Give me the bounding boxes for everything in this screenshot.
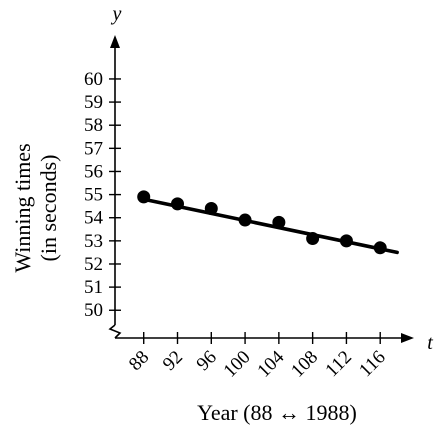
y-tick-label-54: 54 [84,208,104,229]
data-point-104 [272,215,286,229]
x-tick-label-108: 108 [287,347,322,382]
y-tick-label-56: 56 [84,161,103,182]
x-tick-label-92: 92 [159,347,187,375]
y-tick-label-55: 55 [84,185,103,206]
x-tick-label-96: 96 [193,347,221,375]
data-point-92 [171,197,185,211]
x-tick-label-104: 104 [253,346,288,381]
y-tick-label-60: 60 [84,69,103,90]
x-tick-label-116: 116 [355,347,390,382]
x-tick-label-112: 112 [321,347,356,382]
data-point-112 [339,234,353,248]
y-axis-variable: y [111,3,122,25]
x-axis-title: Year (88 ↔ 1988) [197,400,357,425]
y-tick-label-52: 52 [84,254,103,275]
y-axis-title-line-1: Winning times [10,143,35,272]
x-axis-arrowhead [401,333,414,343]
x-axis-variable: t [427,332,433,354]
data-point-96 [204,201,218,215]
x-tick-label-100: 100 [220,347,255,382]
y-tick-label-59: 59 [84,92,103,113]
trend-line [141,197,399,255]
y-tick-label-53: 53 [84,231,103,252]
y-tick-label-50: 50 [84,300,103,321]
data-point-116 [373,241,387,255]
data-point-108 [306,232,320,246]
y-tick-label-51: 51 [84,277,103,298]
data-point-100 [238,213,252,227]
y-axis-title: Winning times (in seconds) [10,143,61,272]
y-tick-label-57: 57 [84,138,103,159]
y-axis-arrowhead [110,35,120,48]
data-points [137,190,387,255]
y-tick-label-58: 58 [84,115,103,136]
y-axis-title-line-2: (in seconds) [36,155,61,262]
axis-break-mark [108,324,122,339]
trend-line-group [141,197,399,255]
x-tick-label-88: 88 [125,347,153,375]
data-point-88 [137,190,151,204]
axes [108,35,414,343]
